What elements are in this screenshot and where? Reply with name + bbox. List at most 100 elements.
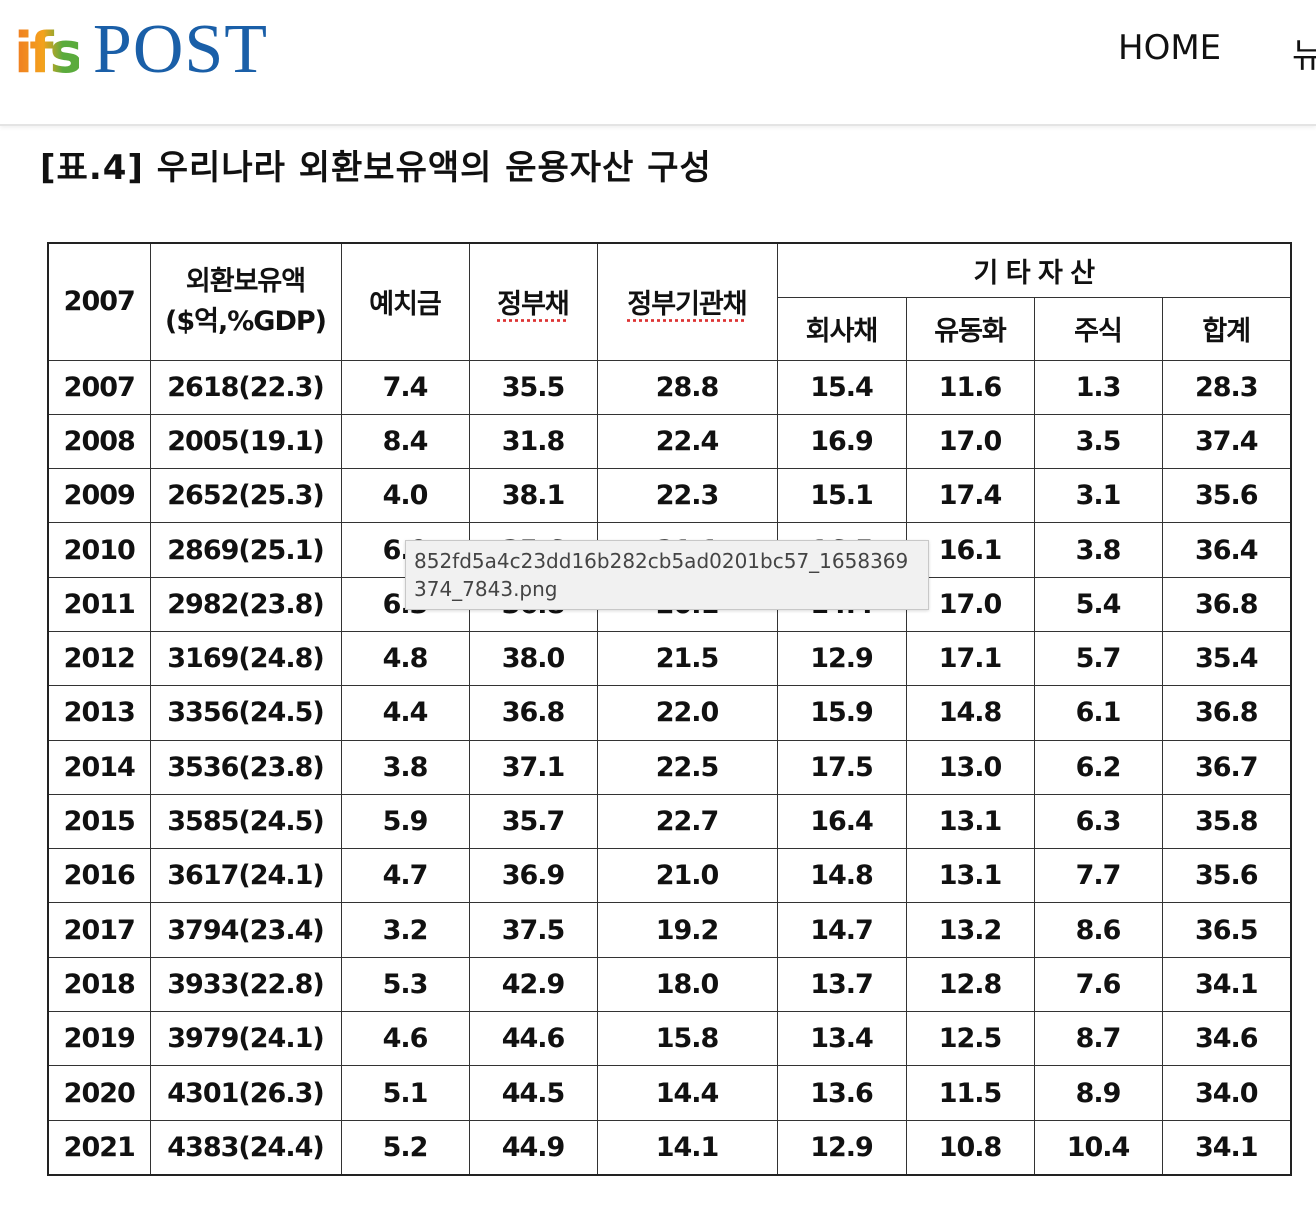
data-cell: 2982(23.8)	[149, 576, 342, 632]
data-cell: 2015	[47, 793, 151, 850]
data-cell: 3585(24.5)	[149, 793, 342, 850]
data-cell: 3933(22.8)	[149, 956, 342, 1013]
data-cell: 2013	[47, 685, 151, 741]
table-body: 2007 2618(22.3) 7.4 35.5 28.8 15.4 11.6 1.3 28.3…	[47, 359, 1292, 1176]
data-cell: 5.2	[340, 1119, 470, 1176]
data-row: 2020 4301(26.3) 5.1 44.5 14.4 13.6 11.5 8.9 34.0	[47, 1065, 1292, 1121]
data-table: 2007 외환보유액 ($억,%GDP) 예치금 정부채 정부기관채 기 타 자 …	[47, 242, 1292, 1176]
data-cell: 2019	[47, 1011, 151, 1067]
data-cell: 22.7	[596, 793, 778, 850]
data-row: 2019 3979(24.1) 4.6 44.6 15.8 13.4 12.5 8.7 34.6	[47, 1011, 1292, 1067]
data-cell: 17.5	[776, 739, 907, 795]
data-cell: 3536(23.8)	[149, 739, 342, 795]
data-cell: 36.4	[1161, 522, 1292, 578]
nav-link[interactable]: 뉴	[1292, 36, 1316, 76]
data-cell: 5.1	[340, 1065, 470, 1121]
data-cell: 3.8	[340, 739, 470, 795]
data-cell: 44.5	[468, 1065, 598, 1121]
data-cell: 15.8	[596, 1011, 778, 1067]
data-cell: 17.0	[905, 413, 1035, 470]
data-cell: 2014	[47, 739, 151, 795]
data-cell: 4301(26.3)	[149, 1065, 342, 1121]
data-cell: 2016	[47, 848, 151, 904]
data-cell: 4.6	[340, 1011, 470, 1067]
header-cell: 외환보유액 ($억,%GDP)	[149, 242, 342, 361]
data-cell: 7.7	[1033, 848, 1163, 904]
data-row: 2012 3169(24.8) 4.8 38.0 21.5 12.9 17.1 5.7 35.4	[47, 630, 1292, 687]
data-cell: 13.2	[905, 902, 1035, 958]
data-cell: 15.9	[776, 685, 907, 741]
data-cell: 2008	[47, 413, 151, 470]
table-head: 2007 외환보유액 ($억,%GDP) 예치금 정부채 정부기관채 기 타 자 …	[47, 242, 1292, 361]
data-cell: 4.7	[340, 848, 470, 904]
data-cell: 5.7	[1033, 630, 1163, 687]
data-cell: 12.9	[776, 630, 907, 687]
data-cell: 2012	[47, 630, 151, 687]
data-cell: 3.1	[1033, 468, 1163, 524]
data-cell: 22.0	[596, 685, 778, 741]
data-cell: 2009	[47, 468, 151, 524]
data-cell: 11.6	[905, 359, 1035, 415]
data-cell: 2652(25.3)	[149, 468, 342, 524]
data-cell: 13.0	[905, 739, 1035, 795]
data-cell: 10.4	[1033, 1119, 1163, 1176]
data-cell: 44.6	[468, 1011, 598, 1067]
data-cell: 37.5	[468, 902, 598, 958]
table-title: [표.4] 우리나라 외환보유액의 운용자산 구성	[40, 148, 712, 188]
data-row: 2015 3585(24.5) 5.9 35.7 22.7 16.4 13.1 6.3 35.8	[47, 793, 1292, 850]
data-row: 2009 2652(25.3) 4.0 38.1 22.3 15.1 17.4 3.1 35.6	[47, 468, 1292, 524]
data-cell: 13.1	[905, 793, 1035, 850]
header-cell: 주식	[1033, 296, 1163, 361]
data-row: 2007 2618(22.3) 7.4 35.5 28.8 15.4 11.6 1.3 28.3	[47, 359, 1292, 415]
data-cell: 14.8	[776, 848, 907, 904]
data-cell: 2007	[47, 359, 151, 415]
data-row: 2014 3536(23.8) 3.8 37.1 22.5 17.5 13.0 6.2 36.7	[47, 739, 1292, 795]
data-cell: 15.1	[776, 468, 907, 524]
data-cell: 13.7	[776, 956, 907, 1013]
data-cell: 36.7	[1161, 739, 1292, 795]
data-cell: 8.4	[340, 413, 470, 470]
data-cell: 35.5	[468, 359, 598, 415]
data-cell: 36.5	[1161, 902, 1292, 958]
header-cell: 합계	[1161, 296, 1292, 361]
data-cell: 5.4	[1033, 576, 1163, 632]
data-cell: 35.4	[1161, 630, 1292, 687]
data-cell: 44.9	[468, 1119, 598, 1176]
data-cell: 17.1	[905, 630, 1035, 687]
header-cell: 기 타 자 산	[776, 242, 1292, 298]
data-cell: 2010	[47, 522, 151, 578]
data-cell: 37.4	[1161, 413, 1292, 470]
data-cell: 15.4	[776, 359, 907, 415]
data-cell: 10.8	[905, 1119, 1035, 1176]
logo-prefix: ifs	[14, 21, 83, 86]
header-cell: 정부기관채	[596, 242, 778, 361]
data-cell: 4383(24.4)	[149, 1119, 342, 1176]
data-cell: 38.0	[468, 630, 598, 687]
data-cell: 8.6	[1033, 902, 1163, 958]
data-cell: 34.1	[1161, 956, 1292, 1013]
data-cell: 42.9	[468, 956, 598, 1013]
data-cell: 2618(22.3)	[149, 359, 342, 415]
data-row: 2013 3356(24.5) 4.4 36.8 22.0 15.9 14.8 6.1 36.8	[47, 685, 1292, 741]
data-row: 2021 4383(24.4) 5.2 44.9 14.1 12.9 10.8 10.4 34.…	[47, 1119, 1292, 1176]
data-cell: 2005(19.1)	[149, 413, 342, 470]
data-cell: 8.9	[1033, 1065, 1163, 1121]
data-cell: 35.8	[1161, 793, 1292, 850]
data-cell: 5.3	[340, 956, 470, 1013]
data-cell: 8.7	[1033, 1011, 1163, 1067]
header-cell: 정부채	[468, 242, 598, 361]
data-cell: 28.3	[1161, 359, 1292, 415]
logo[interactable]: ifs POST	[14, 10, 268, 90]
header-cell: 유동화	[905, 296, 1035, 361]
data-cell: 36.8	[468, 685, 598, 741]
data-cell: 19.2	[596, 902, 778, 958]
nav-link[interactable]: HOME	[1118, 28, 1222, 68]
data-cell: 14.4	[596, 1065, 778, 1121]
data-cell: 22.4	[596, 413, 778, 470]
data-cell: 1.3	[1033, 359, 1163, 415]
data-cell: 35.6	[1161, 468, 1292, 524]
data-cell: 3356(24.5)	[149, 685, 342, 741]
data-cell: 4.4	[340, 685, 470, 741]
